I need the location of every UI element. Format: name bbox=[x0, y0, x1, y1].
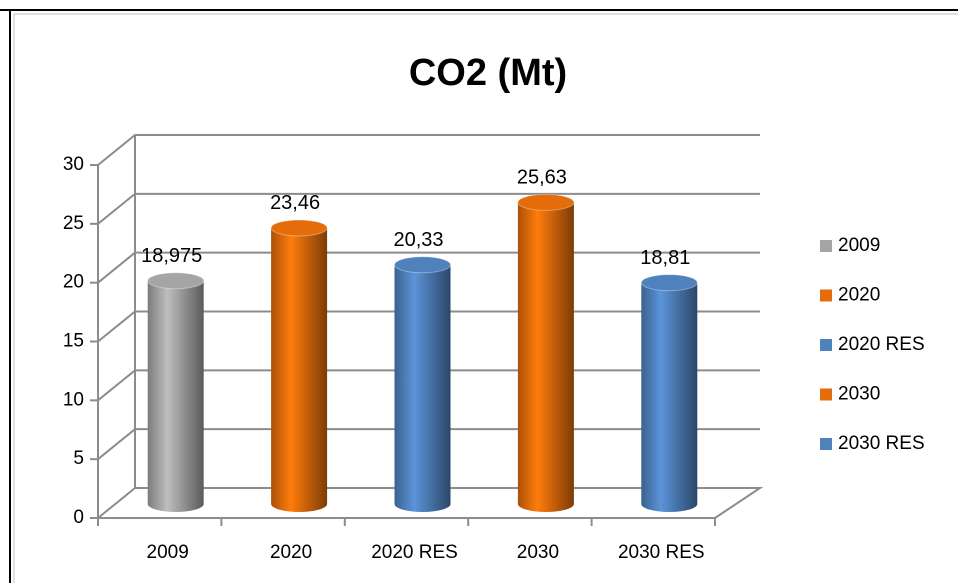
value-label: 18,81 bbox=[640, 247, 690, 269]
grid-line bbox=[97, 134, 760, 166]
x-tick-label: 2020 bbox=[270, 542, 312, 563]
bar-top bbox=[147, 272, 205, 290]
legend-swatch bbox=[820, 289, 832, 302]
legend-label: 2020 RES bbox=[838, 334, 925, 355]
y-tick-label: 20 bbox=[63, 272, 84, 293]
bar bbox=[147, 280, 204, 512]
chart-title: CO2 (Mt) bbox=[409, 52, 567, 94]
legend-swatch bbox=[820, 240, 832, 252]
bar-top bbox=[640, 274, 698, 292]
legend-label: 2020 bbox=[838, 285, 880, 306]
bar bbox=[517, 202, 574, 512]
legend-swatch bbox=[820, 438, 832, 450]
bar bbox=[271, 227, 328, 513]
value-label: 23,46 bbox=[270, 192, 320, 214]
bar-top bbox=[394, 256, 451, 274]
bar bbox=[394, 264, 451, 512]
bar-top bbox=[517, 193, 575, 211]
bar-top bbox=[270, 219, 328, 237]
y-tick-label: 15 bbox=[63, 331, 84, 352]
grid-line bbox=[97, 192, 760, 225]
value-label: 25,63 bbox=[517, 167, 567, 189]
legend-label: 2030 RES bbox=[838, 433, 925, 454]
legend-swatch bbox=[820, 388, 832, 401]
y-tick-label: 30 bbox=[63, 154, 84, 175]
y-tick-label: 10 bbox=[63, 389, 84, 410]
value-label: 20,33 bbox=[393, 229, 443, 251]
x-tick-label: 2009 bbox=[147, 542, 189, 563]
legend-label: 2030 bbox=[838, 384, 880, 405]
y-tick-label: 25 bbox=[63, 213, 84, 234]
bar bbox=[641, 282, 698, 512]
x-tick-label: 2030 bbox=[517, 542, 559, 563]
y-tick-label: 5 bbox=[73, 448, 84, 469]
y-tick-label: 0 bbox=[73, 507, 84, 528]
value-label: 18,975 bbox=[141, 245, 202, 267]
legend-swatch bbox=[820, 339, 832, 351]
legend-label: 2009 bbox=[838, 235, 880, 256]
x-tick-label: 2030 RES bbox=[618, 542, 705, 563]
x-tick-label: 2020 RES bbox=[371, 542, 458, 563]
